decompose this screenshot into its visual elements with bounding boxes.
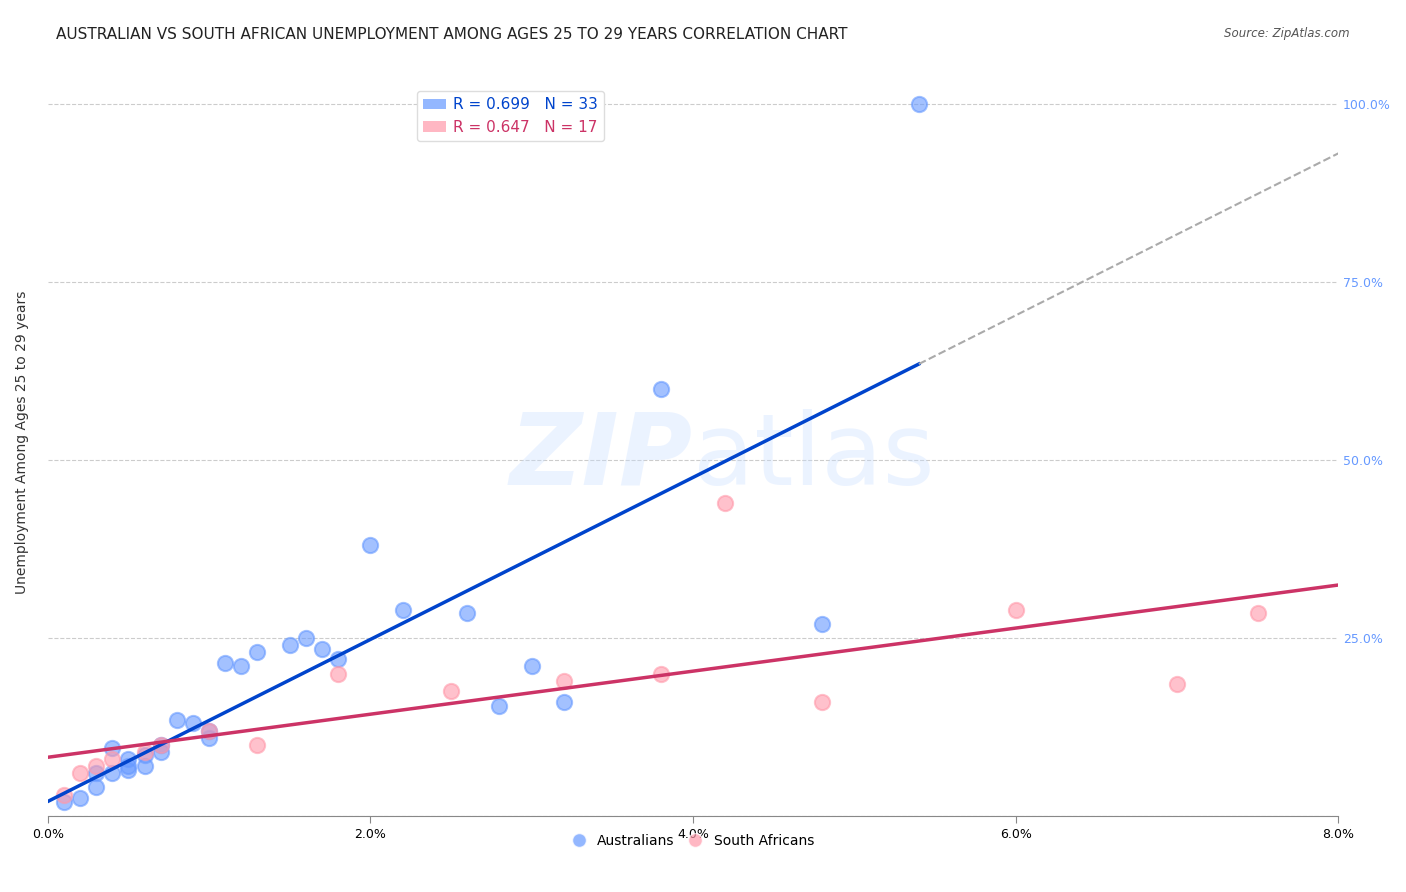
Point <box>553 673 575 688</box>
Point <box>488 698 510 713</box>
Text: atlas: atlas <box>693 409 935 506</box>
Point <box>134 748 156 763</box>
Text: ZIP: ZIP <box>510 409 693 506</box>
Point <box>650 382 672 396</box>
Point <box>811 695 834 709</box>
Point <box>198 723 221 738</box>
Point <box>326 652 349 666</box>
Point <box>134 759 156 773</box>
Point <box>246 645 269 659</box>
Point <box>311 641 333 656</box>
Point <box>246 738 269 752</box>
Point <box>553 695 575 709</box>
Point <box>117 763 139 777</box>
Point <box>650 666 672 681</box>
Point <box>181 716 204 731</box>
Point <box>134 745 156 759</box>
Point <box>52 788 75 802</box>
Point <box>359 539 381 553</box>
Point <box>456 606 478 620</box>
Text: AUSTRALIAN VS SOUTH AFRICAN UNEMPLOYMENT AMONG AGES 25 TO 29 YEARS CORRELATION C: AUSTRALIAN VS SOUTH AFRICAN UNEMPLOYMENT… <box>56 27 848 42</box>
Point <box>440 684 463 698</box>
Point <box>714 496 737 510</box>
Point <box>1166 677 1188 691</box>
Point <box>278 638 301 652</box>
Point <box>117 752 139 766</box>
Point <box>117 759 139 773</box>
Point <box>84 766 107 780</box>
Point <box>811 616 834 631</box>
Point <box>326 666 349 681</box>
Point <box>166 713 188 727</box>
Point <box>69 766 91 780</box>
Legend: Australians, South Africans: Australians, South Africans <box>567 829 820 854</box>
Point <box>1004 602 1026 616</box>
Point <box>295 631 318 645</box>
Point <box>198 723 221 738</box>
Point <box>84 780 107 795</box>
Point <box>52 795 75 809</box>
Text: Source: ZipAtlas.com: Source: ZipAtlas.com <box>1225 27 1350 40</box>
Point <box>1246 606 1268 620</box>
Point <box>101 752 124 766</box>
Point <box>391 602 413 616</box>
Point <box>101 766 124 780</box>
Point <box>231 659 253 673</box>
Point <box>149 745 172 759</box>
Point <box>101 741 124 756</box>
Point <box>149 738 172 752</box>
Point <box>69 791 91 805</box>
Point <box>908 97 931 112</box>
Point <box>520 659 543 673</box>
Y-axis label: Unemployment Among Ages 25 to 29 years: Unemployment Among Ages 25 to 29 years <box>15 291 30 594</box>
Point <box>198 731 221 745</box>
Point <box>84 759 107 773</box>
Point <box>149 738 172 752</box>
Point <box>214 656 236 670</box>
